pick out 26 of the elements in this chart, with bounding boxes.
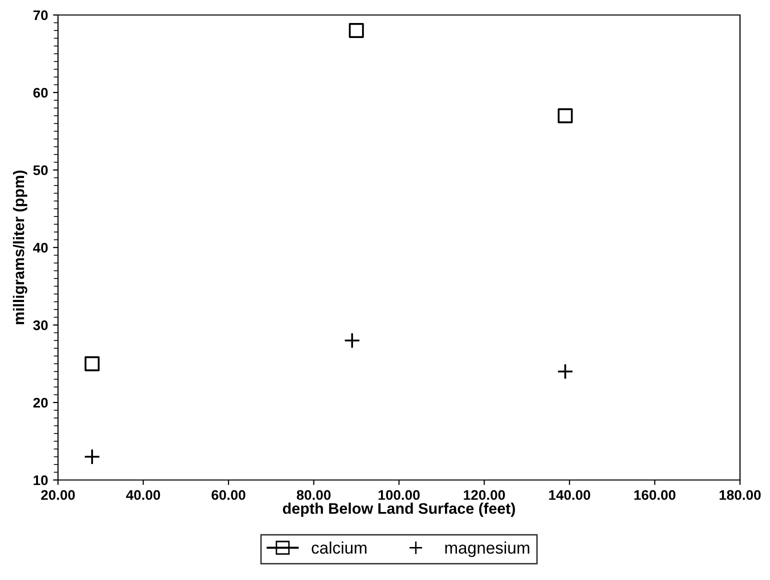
x-tick-label: 120.00 (464, 490, 505, 500)
x-tick-label: 80.00 (296, 490, 331, 500)
y-tick-label: 50 (33, 165, 48, 176)
point (84, 356, 100, 372)
legend-label: magnesium (445, 542, 530, 558)
y-tick-label: 70 (33, 10, 48, 20)
point (84, 448, 100, 465)
x-tick-label: 60.00 (212, 490, 246, 500)
legend-label: calcium (312, 542, 366, 554)
x-tick-label: 100.00 (378, 490, 420, 500)
y-axis-title: milligrams/liter (ppm) (12, 170, 28, 324)
y-tick-label: 20 (33, 398, 48, 408)
y-tick-label: 10 (34, 475, 48, 486)
y-tick-label: 30 (33, 320, 48, 330)
point (558, 108, 573, 124)
x-tick-label: 40.00 (126, 490, 160, 500)
point (557, 363, 574, 380)
y-tick-label: 60 (33, 88, 48, 98)
x-axis-title: depth Below Land Surface (feet) (282, 502, 515, 517)
y-tick-label: 40 (33, 242, 48, 253)
x-tick-label: 140.00 (549, 490, 590, 500)
x-tick-label: 160.00 (634, 490, 676, 500)
x-tick-label: 20.00 (41, 490, 75, 500)
x-tick-label: 180.00 (720, 490, 761, 500)
point (344, 332, 360, 349)
point (348, 23, 364, 38)
